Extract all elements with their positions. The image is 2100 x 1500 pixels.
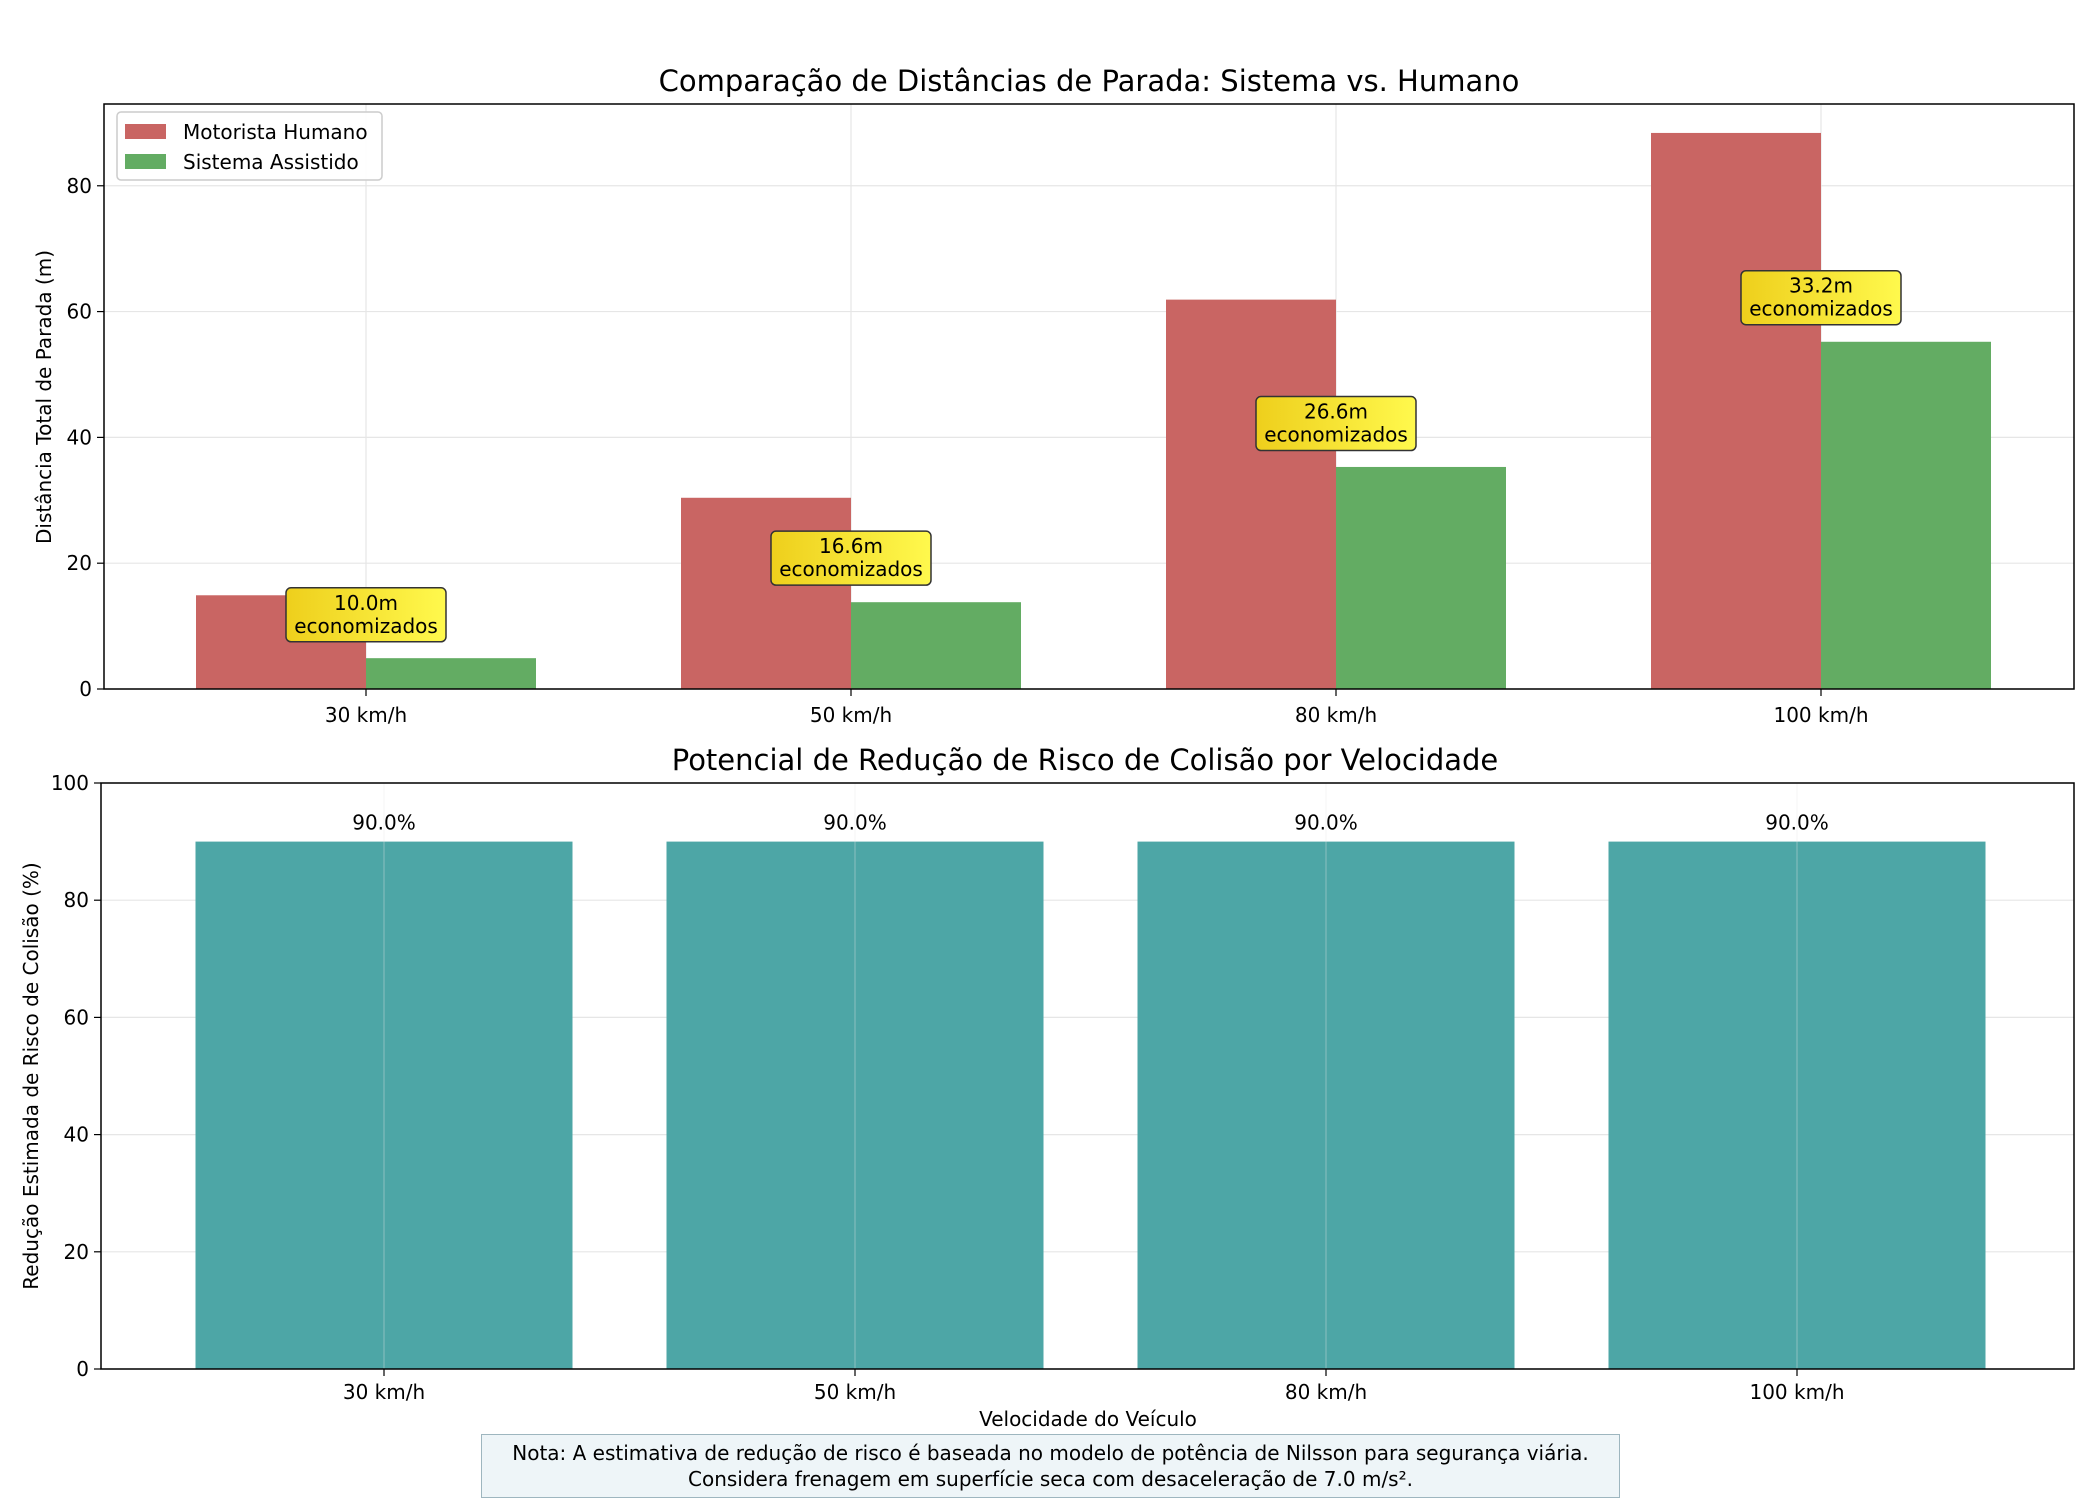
y-axis-label: Distância Total de Parada (m): [32, 250, 56, 544]
annotation-box: [1740, 269, 1902, 326]
y-tick-label: 60: [67, 300, 92, 324]
y-tick-label: 20: [67, 551, 92, 575]
chart-title: Potencial de Redução de Risco de Colisão…: [672, 743, 1499, 777]
y-tick-label: 40: [64, 1123, 89, 1147]
legend: Motorista Humano Sistema Assistido: [116, 111, 383, 181]
y-tick-label: 60: [64, 1005, 89, 1029]
bar-30-km-h: [195, 841, 573, 1369]
legend-swatch-human: [125, 124, 166, 139]
x-tick-label: 100 km/h: [1773, 703, 1868, 727]
x-tick-label: 50 km/h: [810, 703, 892, 727]
chart-title: Comparação de Distâncias de Parada: Sist…: [659, 64, 1520, 98]
bar-value-label: 90.0%: [1294, 811, 1358, 835]
annotation-box: [770, 530, 932, 586]
annotation-label: economizados: [294, 614, 438, 638]
stopping-distance-chart: Comparação de Distâncias de Parada: Sist…: [32, 64, 2075, 727]
legend-frame: [116, 111, 383, 181]
bar-value-label: 90.0%: [1765, 811, 1829, 835]
plot-frame: [100, 782, 2075, 1370]
x-tick-label: 30 km/h: [325, 703, 407, 727]
bar-80-km-h: [1137, 841, 1515, 1369]
note-line-2: Considera frenagem em superfície seca co…: [688, 1467, 1413, 1491]
bar-sistema-assistido-50-km-h: [851, 602, 1021, 689]
bars: 90.0% 90.0% 90.0% 90.0%: [195, 783, 1986, 1369]
annotation-saved-distance: 10.0m: [334, 591, 398, 615]
y-tick-label: 80: [64, 888, 89, 912]
annotations: 10.0meconomizados16.6meconomizados26.6me…: [285, 269, 1902, 643]
x-tick-label: 50 km/h: [814, 1380, 896, 1404]
x-tick-label: 30 km/h: [343, 1380, 425, 1404]
y-tick-label: 20: [64, 1240, 89, 1264]
collision-risk-chart: Potencial de Redução de Risco de Colisão…: [19, 743, 2075, 1431]
bar-motorista-humano-50-km-h: [681, 497, 851, 689]
x-tick-label: 80 km/h: [1285, 1380, 1367, 1404]
annotation-box: [1255, 395, 1417, 452]
bar-value-label: 90.0%: [352, 811, 416, 835]
x-axis-label: Velocidade do Veículo: [979, 1407, 1197, 1431]
y-tick-label: 100: [51, 771, 89, 795]
bar-motorista-humano-100-km-h: [1651, 132, 1821, 689]
legend-swatch-assisted: [125, 154, 166, 169]
x-tick-label: 80 km/h: [1295, 703, 1377, 727]
note-line-1: Nota: A estimativa de redução de risco é…: [512, 1441, 1589, 1465]
annotation-box: [285, 587, 447, 643]
bar-100-km-h: [1608, 841, 1986, 1369]
legend-label-human: Motorista Humano: [183, 120, 368, 144]
y-axis-label: Redução Estimada de Risco de Colisão (%): [19, 862, 43, 1289]
annotation-label: economizados: [1749, 297, 1893, 321]
bar-sistema-assistido-100-km-h: [1821, 341, 1991, 689]
bar-motorista-humano-80-km-h: [1166, 299, 1336, 689]
note-box: Nota: A estimativa de redução de risco é…: [481, 1434, 1620, 1498]
annotation-saved-distance: 16.6m: [819, 534, 883, 558]
y-axis: 0 20 40 60 80 100: [51, 771, 101, 1381]
x-axis: 30 km/h 50 km/h 80 km/h 100 km/h: [325, 689, 1869, 727]
bars: [196, 132, 1991, 689]
annotation-saved-distance: 26.6m: [1304, 400, 1368, 424]
bar-sistema-assistido-30-km-h: [366, 658, 536, 689]
legend-label-assisted: Sistema Assistido: [183, 150, 359, 174]
y-axis: 0 20 40 60 80: [67, 174, 104, 701]
bar-value-label: 90.0%: [823, 811, 887, 835]
x-tick-label: 100 km/h: [1749, 1380, 1844, 1404]
x-axis: 30 km/h 50 km/h 80 km/h 100 km/h: [343, 1369, 1845, 1404]
bar-50-km-h: [666, 841, 1044, 1369]
plot-frame: [103, 103, 2075, 690]
annotation-saved-distance: 33.2m: [1789, 274, 1853, 298]
y-tick-label: 0: [79, 677, 92, 701]
y-tick-label: 80: [67, 174, 92, 198]
y-tick-label: 40: [67, 425, 92, 449]
annotation-label: economizados: [1264, 423, 1408, 447]
annotation-label: economizados: [779, 557, 923, 581]
y-tick-label: 0: [76, 1357, 89, 1381]
bar-sistema-assistido-80-km-h: [1336, 466, 1506, 689]
